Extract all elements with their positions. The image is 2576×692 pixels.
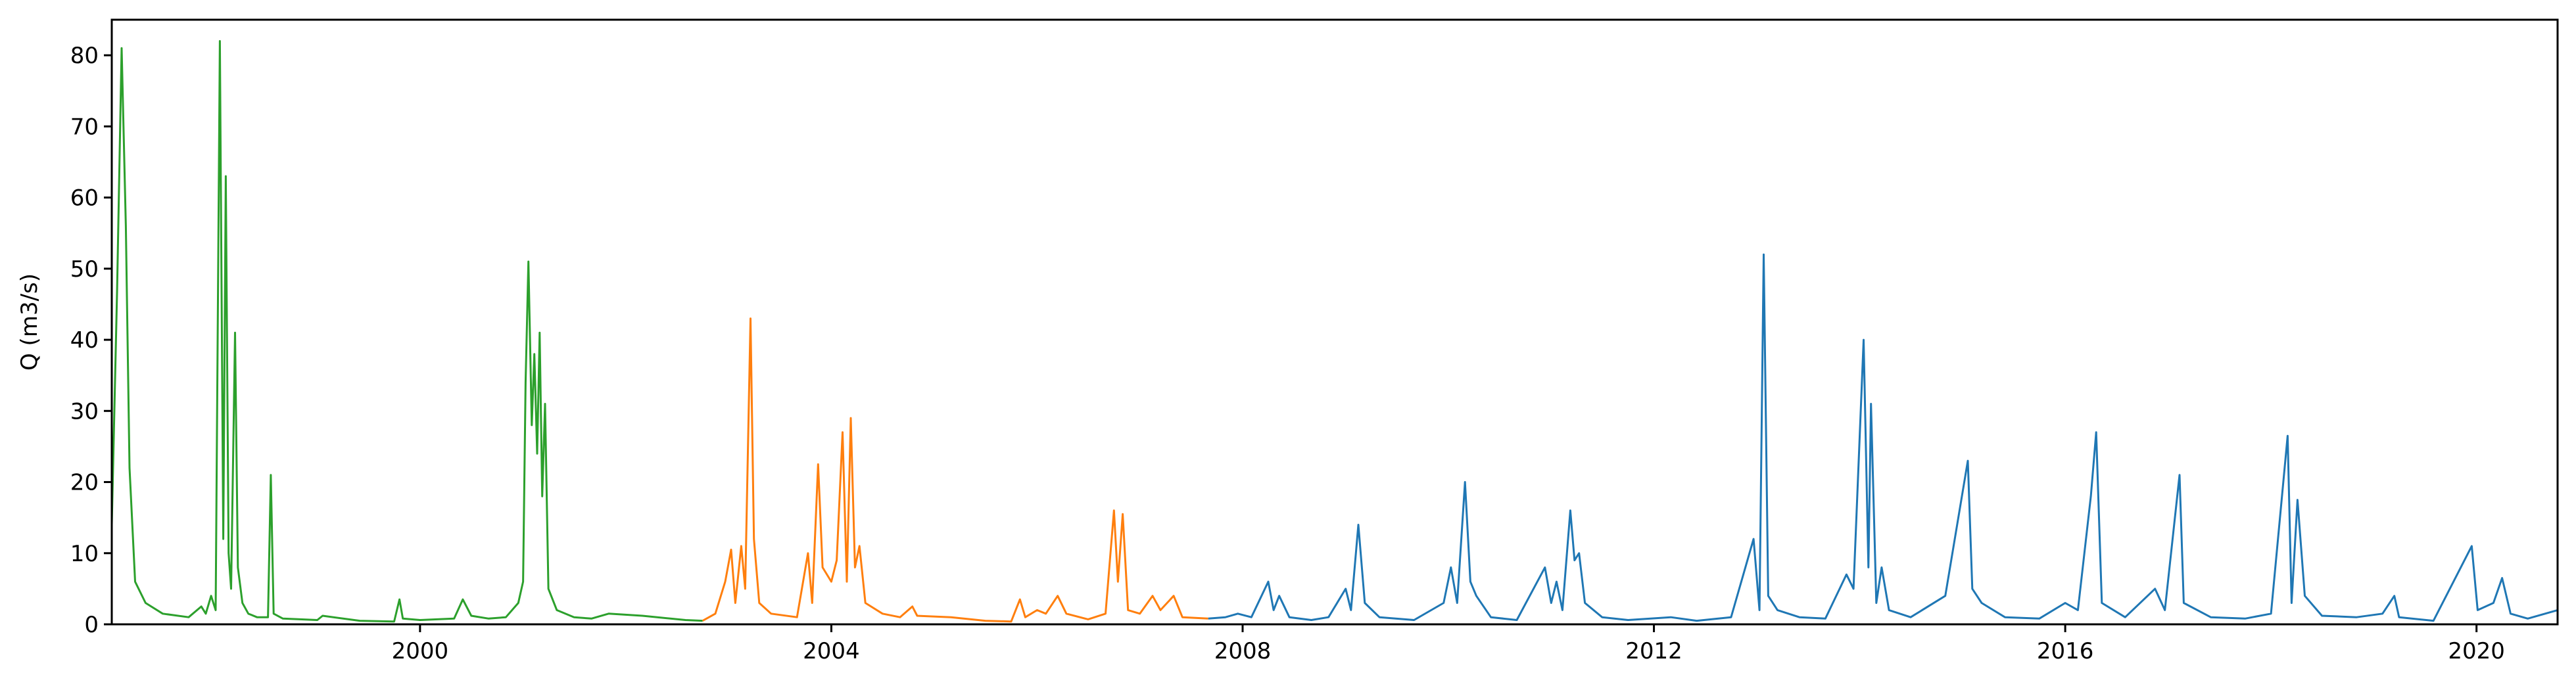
series-line-3 xyxy=(1208,253,2558,622)
y-tick-label: 70 xyxy=(70,114,99,140)
series-line-2 xyxy=(702,317,1208,623)
series-line-1 xyxy=(110,40,703,623)
y-tick-label: 20 xyxy=(70,470,99,496)
y-axis-label: Q (m3/s) xyxy=(16,273,43,371)
x-tick-label: 2020 xyxy=(2448,638,2505,664)
x-tick-label: 2016 xyxy=(2037,638,2094,664)
y-tick-label: 0 xyxy=(84,612,99,638)
series-layer xyxy=(110,40,2558,623)
y-tick-label: 10 xyxy=(70,541,99,567)
x-tick-label: 2004 xyxy=(803,638,860,664)
y-tick-label: 40 xyxy=(70,327,99,354)
y-tick-label: 50 xyxy=(70,256,99,283)
x-tick-label: 2000 xyxy=(392,638,449,664)
x-axis: 2000 2004 2008 2012 2016 2020 xyxy=(392,624,2505,664)
y-tick-label: 30 xyxy=(70,398,99,425)
y-tick-label: 80 xyxy=(70,43,99,69)
x-tick-label: 2012 xyxy=(1625,638,1682,664)
y-tick-label: 60 xyxy=(70,185,99,212)
y-axis: 0 10 20 30 40 50 60 70 80 xyxy=(70,43,112,638)
plot-frame xyxy=(110,18,2559,626)
x-tick-label: 2008 xyxy=(1214,638,1272,664)
